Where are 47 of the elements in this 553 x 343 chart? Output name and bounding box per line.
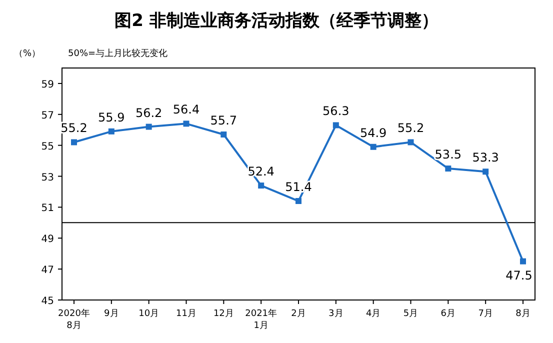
x-tick-label: 2月 [291,309,306,319]
point [332,122,339,128]
point [445,166,452,172]
x-tick-label: 2021年 1月 [245,308,278,331]
point [220,132,227,138]
point [183,120,190,127]
data-label: 56.2 [135,106,162,120]
x-tick-label: 9月 [104,309,119,319]
point [71,139,77,146]
x-tick-label: 10月 [138,309,160,319]
y-tick-label: 55 [41,141,54,152]
point [370,144,376,150]
x-tick-label: 6月 [440,309,456,319]
y-tick-label: 51 [41,203,54,214]
data-label: 47.5 [506,268,532,282]
data-label: 56.4 [172,102,200,117]
data-label: 55.7 [210,114,238,128]
point [258,182,264,189]
y-tick-label: 53 [41,172,54,184]
y-tick-label: 57 [41,110,54,122]
data-label: 53.5 [434,148,462,162]
point [520,258,526,264]
x-tick-label: 12月 [213,309,234,319]
y-tick-label: 49 [41,234,54,246]
data-label: 55.2 [397,121,424,136]
chart-title: 图2 非制造业商务活动指数（经季节调整） [114,11,438,31]
x-tick-label: 5月 [403,309,418,319]
data-label: 53.3 [472,150,499,165]
x-tick-label: 3月 [328,309,344,319]
x-tick-label: 8月 [516,309,530,319]
point [146,124,152,130]
data-label: 54.9 [360,126,387,140]
x-tick-label: 7月 [478,309,493,319]
y-tick-label: 59 [41,79,54,90]
x-tick-label: 11月 [176,309,196,319]
data-label: 56.3 [322,104,350,118]
point [296,198,302,204]
y-tick-label: 45 [41,296,54,307]
point [482,168,489,175]
text: 50%=与上月比较无变化 [68,48,168,59]
point [108,128,114,134]
y-axis-title: （%） [14,49,41,59]
x-tick-label: 2020年 8月 [58,308,90,331]
data-label: 55.9 [98,110,125,124]
y-tick-label: 47 [41,265,54,276]
x-tick-label: 4月 [366,309,381,319]
point [408,139,414,146]
